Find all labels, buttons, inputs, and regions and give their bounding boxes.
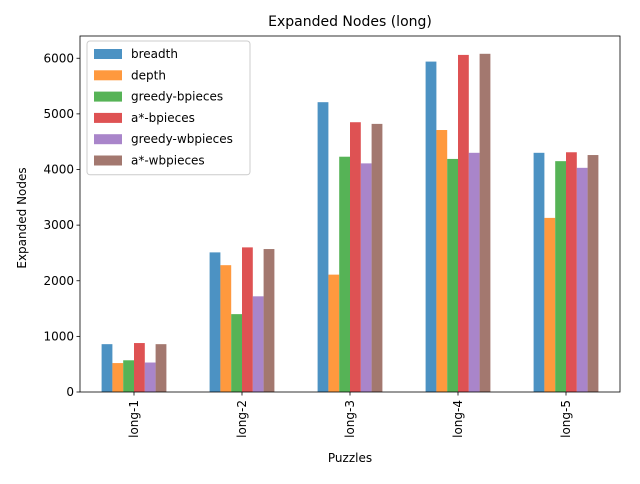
bar-greedy-wbpieces-long-1 [144,362,156,392]
legend-swatch [94,134,122,145]
bar-a-wbpieces-long-4 [479,53,491,393]
bar-greedy-wbpieces-long-3 [360,163,372,392]
legend-swatch [94,112,122,123]
legend-label: greedy-wbpieces [131,132,233,146]
bar-breadth-long-3 [317,102,329,392]
bar-a-bpieces-long-4 [458,54,469,392]
x-tick-label: long-3 [343,400,357,438]
bar-depth-long-3 [328,274,340,392]
y-tick-label: 2000 [43,274,74,288]
legend-swatch [94,155,122,166]
y-tick-label: 0 [66,385,74,399]
bar-a-bpieces-long-5 [566,152,577,392]
y-tick-label: 3000 [43,218,74,232]
bar-breadth-long-2 [209,252,221,392]
axes-group: 0 1000 2000 3000 4000 5000 6000 long-1 long-2 lon… [43,35,621,438]
bar-a-wbpieces-long-3 [371,123,383,392]
legend-box [86,40,251,176]
legend-label: a*-wbpieces [131,154,205,168]
bar-greedy-wbpieces-long-5 [576,167,588,392]
x-tick-label: long-4 [451,400,465,438]
bar-a-bpieces-long-3 [350,122,361,392]
bar-depth-long-4 [436,130,448,392]
legend-swatch [94,91,122,102]
legend-swatch [94,70,122,81]
bar-depth-long-2 [220,265,232,392]
chart-title: Expanded Nodes (long) [268,14,432,30]
legend-label: greedy-bpieces [131,90,223,104]
x-tick-label: long-2 [235,400,249,438]
x-tick-label: long-5 [559,400,573,438]
legend-label: a*-bpieces [131,111,195,125]
bar-breadth-long-4 [425,61,437,393]
bar-depth-long-1 [112,363,124,392]
x-axis-label: Puzzles [328,451,372,465]
y-tick-label: 6000 [43,51,74,65]
bar-greedy-bpieces-long-2 [231,314,242,393]
bar-greedy-bpieces-long-1 [123,360,134,392]
y-tick-label: 1000 [43,329,74,343]
bar-greedy-bpieces-long-5 [555,161,566,392]
bar-a-wbpieces-long-5 [587,155,599,392]
legend-label: breadth [131,47,178,61]
legend-label: depth [131,68,166,82]
bar-breadth-long-1 [101,344,113,392]
bars-group [101,53,599,393]
bar-greedy-bpieces-long-3 [339,156,350,392]
y-tick-label: 5000 [43,107,74,121]
y-tick-label: 4000 [43,163,74,177]
bar-a-bpieces-long-1 [134,343,145,392]
y-axis-label: Expanded Nodes [15,167,29,268]
bar-depth-long-5 [544,217,556,392]
legend-swatch [94,49,122,59]
x-tick-label: long-1 [127,400,141,438]
bar-a-bpieces-long-2 [242,247,253,393]
bar-greedy-bpieces-long-4 [447,158,458,392]
bar-greedy-wbpieces-long-4 [468,152,480,392]
bar-breadth-long-5 [533,152,545,392]
legend: breadth depth greedy-bpieces a*-bpieces gree… [86,40,251,176]
bar-a-wbpieces-long-2 [263,249,275,392]
bar-a-wbpieces-long-1 [155,344,167,392]
bar-greedy-wbpieces-long-2 [252,296,264,392]
